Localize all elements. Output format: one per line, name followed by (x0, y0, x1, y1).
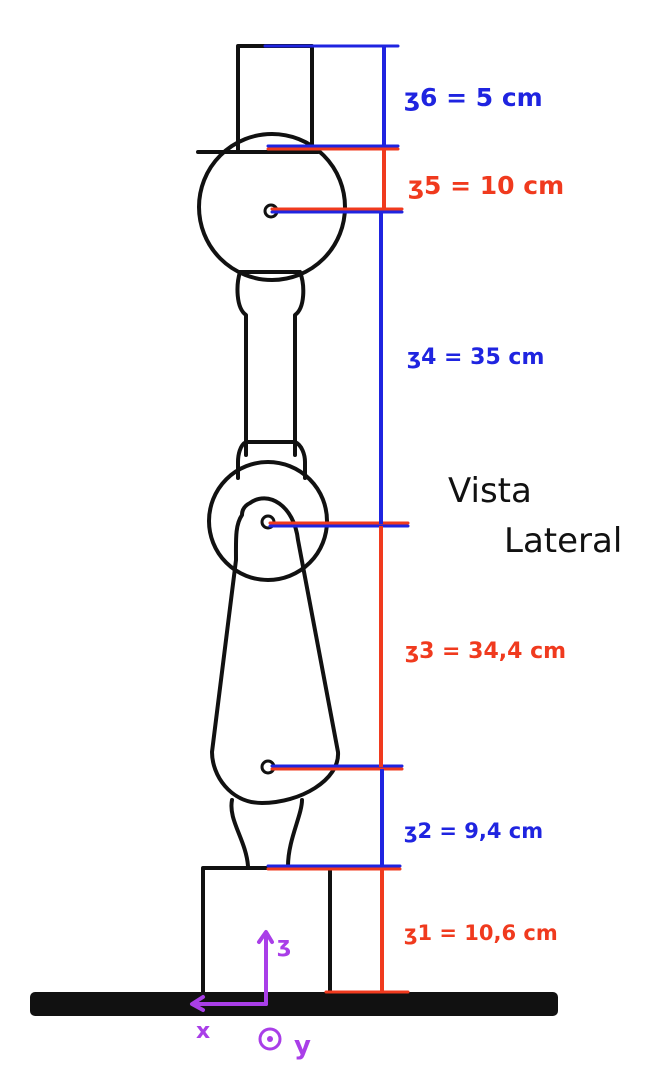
view-title-line1: Vista (448, 471, 532, 511)
label-z3: ʒ3 = 34,4 cm (405, 639, 566, 664)
label-z5: ʒ5 = 10 cm (408, 171, 564, 200)
y-axis-label: y (294, 1031, 311, 1061)
y-axis-out-of-page-icon (258, 1027, 282, 1051)
z-axis-label: ʒ (277, 933, 291, 958)
label-z1: ʒ1 = 10,6 cm (404, 921, 558, 945)
label-z6: ʒ6 = 5 cm (404, 83, 543, 112)
shoulder-joint (197, 132, 347, 282)
label-z4: ʒ4 = 35 cm (407, 345, 544, 370)
view-title-line2: Lateral (504, 521, 622, 561)
z-axis-arrowhead (257, 930, 274, 944)
ground-bar (30, 992, 558, 1016)
upper-link (235, 270, 306, 457)
dimension-line (379, 46, 386, 992)
base-neck (229, 798, 304, 868)
dimension-ticks (263, 44, 410, 994)
elbow-joint (207, 460, 329, 582)
upper-link-cap (236, 440, 307, 480)
x-axis-label: x (196, 1019, 210, 1044)
x-axis-arrowhead (190, 995, 205, 1012)
robot-arm-outline (196, 44, 347, 996)
y-axis-dot (267, 1036, 273, 1042)
label-z2: ʒ2 = 9,4 cm (404, 819, 543, 843)
lower-link (210, 496, 341, 805)
coordinate-axes (190, 930, 282, 1051)
